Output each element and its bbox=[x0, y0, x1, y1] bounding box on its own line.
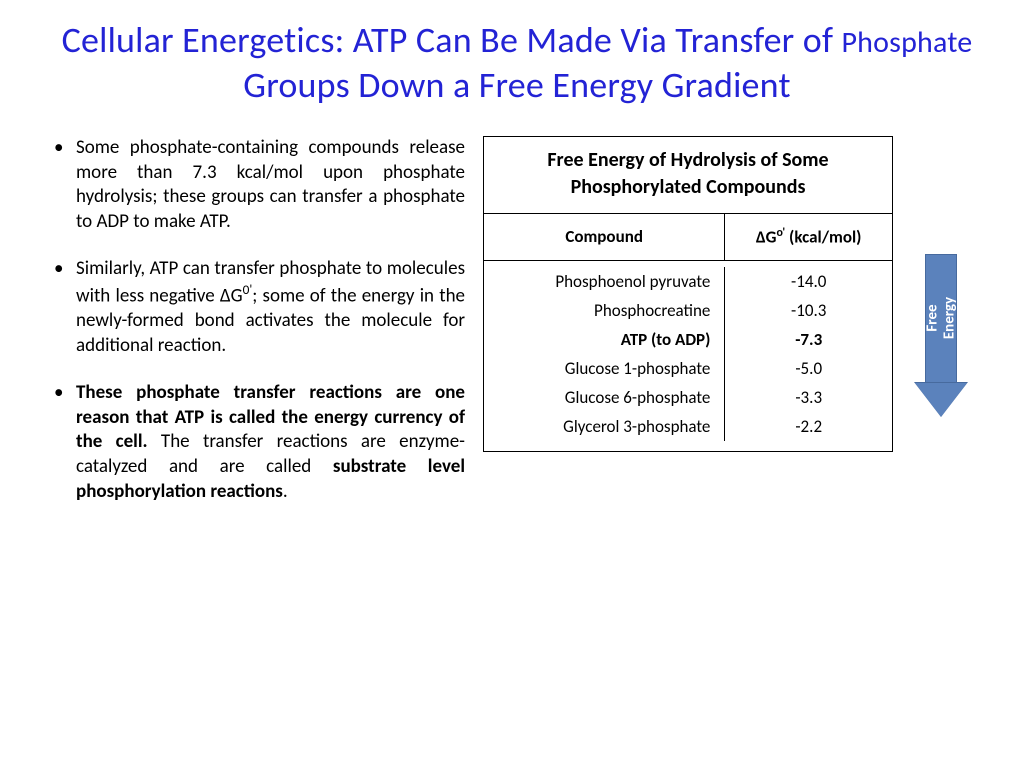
content-area: Some phosphate-containing compounds rele… bbox=[50, 136, 984, 526]
table-row: ATP (to ADP)-7.3 bbox=[484, 325, 892, 354]
title-part1: Cellular Energetics: ATP Can Be Made Via… bbox=[62, 18, 842, 62]
table-header: Compound ΔGo' (kcal/mol) bbox=[484, 214, 892, 261]
arrow-label: FreeEnergy bbox=[925, 297, 958, 339]
title-part2: Phosphate bbox=[841, 24, 972, 61]
right-area: Free Energy of Hydrolysis of Some Phosph… bbox=[483, 136, 984, 526]
bullet-list: Some phosphate-containing compounds rele… bbox=[50, 136, 465, 526]
table-title: Free Energy of Hydrolysis of Some Phosph… bbox=[484, 137, 892, 214]
dg-cell: -3.3 bbox=[725, 383, 892, 412]
bullet-item: These phosphate transfer reactions are o… bbox=[50, 381, 465, 504]
dg-cell: -2.2 bbox=[725, 412, 892, 441]
compound-cell: Glucose 1-phosphate bbox=[484, 354, 725, 383]
table-row: Glucose 6-phosphate-3.3 bbox=[484, 383, 892, 412]
bullet-item: Similarly, ATP can transfer phosphate to… bbox=[50, 257, 465, 359]
title-part3: Groups Down a Free Energy Gradient bbox=[243, 63, 790, 107]
arrow-head-icon bbox=[915, 383, 967, 417]
compound-cell: Phosphocreatine bbox=[484, 296, 725, 325]
dg-cell: -10.3 bbox=[725, 296, 892, 325]
compound-cell: Glycerol 3-phosphate bbox=[484, 412, 725, 441]
dg-cell: -14.0 bbox=[725, 267, 892, 296]
table-row: Glucose 1-phosphate-5.0 bbox=[484, 354, 892, 383]
bullet-item: Some phosphate-containing compounds rele… bbox=[50, 136, 465, 235]
compound-cell: Phosphoenol pyruvate bbox=[484, 267, 725, 296]
slide-title: Cellular Energetics: ATP Can Be Made Via… bbox=[50, 18, 984, 108]
header-dg: ΔGo' (kcal/mol) bbox=[725, 214, 892, 260]
compound-cell: Glucose 6-phosphate bbox=[484, 383, 725, 412]
table-body: Phosphoenol pyruvate-14.0Phosphocreatine… bbox=[484, 261, 892, 451]
table-row: Glycerol 3-phosphate-2.2 bbox=[484, 412, 892, 441]
table-row: Phosphocreatine-10.3 bbox=[484, 296, 892, 325]
table-row: Phosphoenol pyruvate-14.0 bbox=[484, 267, 892, 296]
compound-cell: ATP (to ADP) bbox=[484, 325, 725, 354]
energy-table: Free Energy of Hydrolysis of Some Phosph… bbox=[483, 136, 893, 452]
header-compound: Compound bbox=[484, 214, 725, 260]
free-energy-arrow: FreeEnergy bbox=[915, 254, 967, 424]
dg-cell: -5.0 bbox=[725, 354, 892, 383]
slide: Cellular Energetics: ATP Can Be Made Via… bbox=[0, 0, 1024, 546]
dg-cell: -7.3 bbox=[725, 325, 892, 354]
